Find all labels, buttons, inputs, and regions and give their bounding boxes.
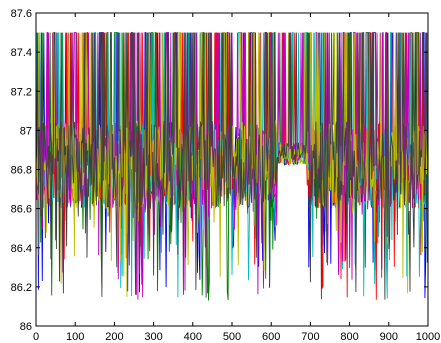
x-tick-label: 400 [184, 331, 202, 343]
series-layer [35, 32, 429, 301]
y-axis: 86 86.2 86.4 86.6 86.8 87 87.2 87.4 87.6 [11, 8, 428, 333]
x-tick-label: 300 [144, 331, 162, 343]
y-tick-label: 86 [20, 321, 32, 333]
y-tick-label: 87 [20, 125, 32, 137]
x-tick-label: 1000 [416, 331, 440, 343]
x-tick-label: 200 [105, 331, 123, 343]
x-tick-label: 700 [301, 331, 319, 343]
y-tick-label: 87.2 [11, 86, 32, 98]
y-tick-label: 87.6 [11, 8, 32, 20]
y-tick-label: 86.8 [11, 165, 32, 177]
y-tick-label: 86.2 [11, 282, 32, 294]
x-axis: 0 100 200 300 400 500 600 700 800 900 1000 [33, 13, 440, 343]
x-tick-label: 500 [223, 331, 241, 343]
y-tick-label: 87.4 [11, 47, 32, 59]
x-tick-label: 800 [340, 331, 358, 343]
x-tick-label: 100 [66, 331, 84, 343]
series-line-7 [35, 32, 429, 300]
x-tick-label: 900 [380, 331, 398, 343]
y-tick-label: 86.4 [11, 243, 32, 255]
x-tick-label: 600 [262, 331, 280, 343]
y-tick-label: 86.6 [11, 204, 32, 216]
x-tick-label: 0 [33, 331, 39, 343]
